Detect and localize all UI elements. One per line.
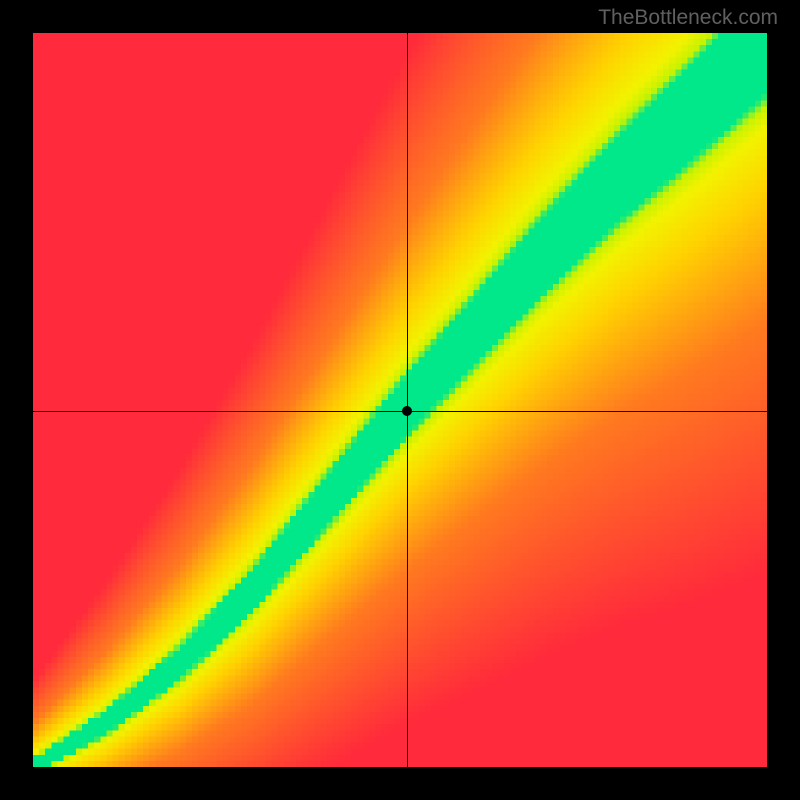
heatmap-canvas [33, 33, 767, 767]
heatmap-plot [33, 33, 767, 767]
watermark-text: TheBottleneck.com [598, 6, 778, 30]
crosshair-vertical [407, 33, 408, 767]
crosshair-marker [402, 406, 412, 416]
chart-container: TheBottleneck.com [0, 0, 800, 800]
crosshair-horizontal [33, 411, 767, 412]
